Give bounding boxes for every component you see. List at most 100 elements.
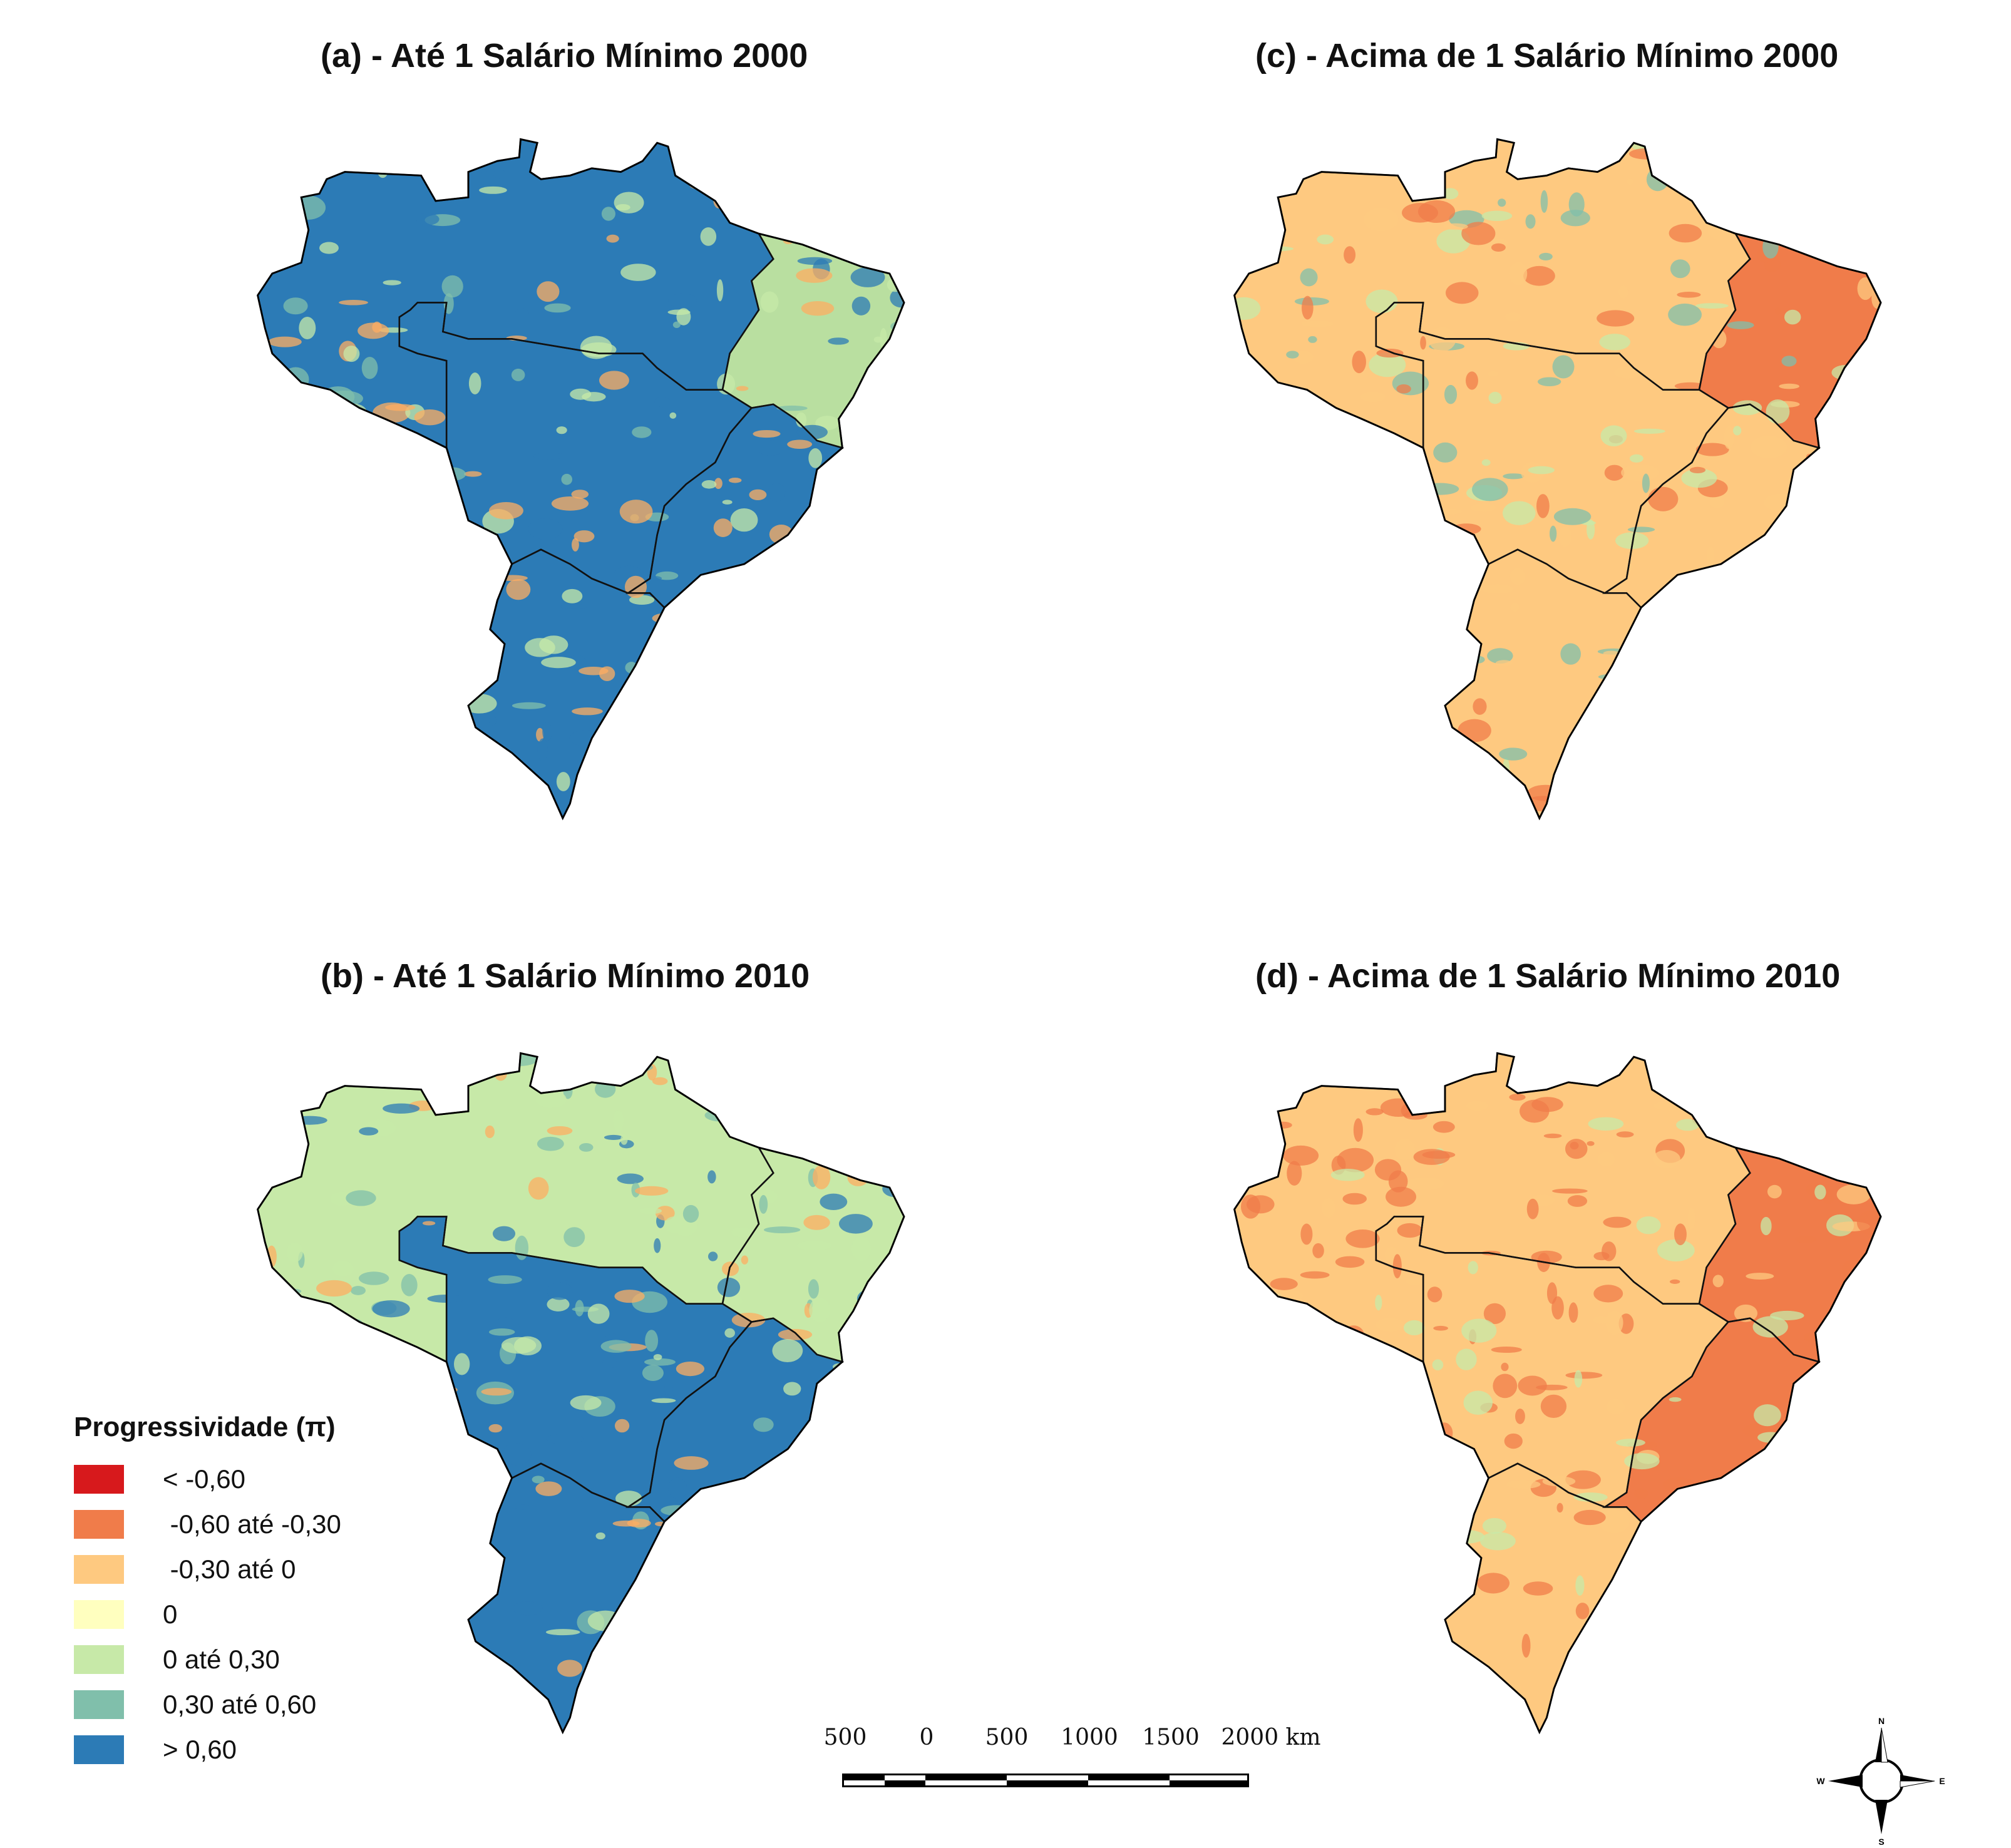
- municipality-patch: [719, 1706, 748, 1717]
- municipality-patch: [785, 801, 821, 806]
- municipality-patch: [1315, 1074, 1331, 1082]
- municipality-patch: [542, 722, 552, 741]
- municipality-patch: [787, 439, 813, 449]
- municipality-patch: [786, 139, 813, 150]
- municipality-patch: [728, 585, 759, 605]
- municipality-patch: [735, 154, 771, 169]
- municipality-patch: [1614, 366, 1642, 379]
- municipality-patch: [445, 493, 458, 507]
- municipality-patch: [1406, 1713, 1423, 1732]
- municipality-patch: [1732, 775, 1768, 788]
- municipality-patch: [283, 779, 304, 793]
- municipality-patch: [1764, 493, 1798, 511]
- municipality-patch: [1689, 466, 1706, 473]
- municipality-patch: [803, 1214, 830, 1230]
- municipality-patch: [1480, 1532, 1516, 1551]
- municipality-patch: [1353, 1118, 1363, 1142]
- municipality-patch: [468, 372, 481, 394]
- municipality-patch: [1756, 196, 1763, 213]
- municipality-patch: [1324, 1608, 1339, 1629]
- municipality-patch: [292, 1116, 327, 1125]
- municipality-patch: [759, 731, 783, 750]
- municipality-patch: [1657, 1239, 1695, 1261]
- municipality-patch: [851, 296, 871, 316]
- municipality-patch: [1275, 460, 1294, 480]
- municipality-patch: [319, 242, 339, 254]
- municipality-patch: [1366, 289, 1398, 314]
- municipality-patch: [493, 169, 506, 179]
- panel-title-c: (c) - Acima de 1 Salário Mínimo 2000: [1255, 37, 1839, 74]
- municipality-patch: [840, 1571, 871, 1587]
- municipality-patch: [896, 1327, 904, 1350]
- municipality-patch: [1531, 1097, 1563, 1112]
- municipality-patch: [1430, 508, 1463, 515]
- municipality-patch: [1705, 1066, 1742, 1077]
- municipality-patch: [1354, 1634, 1362, 1648]
- municipality-patch: [316, 1280, 352, 1297]
- municipality-patch: [657, 1532, 694, 1546]
- scale-label-0: 500: [823, 1725, 867, 1750]
- municipality-patch: [759, 1194, 768, 1214]
- municipality-patch: [1258, 1336, 1294, 1342]
- municipality-patch: [1377, 1602, 1391, 1610]
- municipality-patch: [262, 381, 279, 398]
- municipality-patch: [357, 665, 367, 687]
- municipality-patch: [761, 186, 772, 210]
- municipality-patch: [1831, 140, 1861, 153]
- municipality-patch: [1540, 1394, 1567, 1419]
- municipality-patch: [707, 1705, 742, 1715]
- municipality-patch: [1784, 309, 1801, 325]
- municipality-patch: [1567, 1195, 1588, 1207]
- municipality-patch: [1374, 1436, 1399, 1454]
- country-outline: [257, 1052, 905, 1735]
- municipality-patch: [606, 234, 619, 243]
- municipality-patch: [700, 227, 717, 246]
- municipality-patch: [1444, 384, 1458, 404]
- municipality-patch: [1265, 1593, 1276, 1617]
- municipality-patch: [1849, 657, 1877, 676]
- legend-swatch: [74, 1735, 124, 1764]
- municipality-patch: [728, 1123, 741, 1129]
- municipality-patch: [1435, 1553, 1464, 1569]
- municipality-patch: [855, 1419, 866, 1444]
- panel-title-d: (d) - Acima de 1 Salário Mínimo 2010: [1255, 957, 1841, 995]
- municipality-patch: [1245, 1151, 1259, 1165]
- municipality-patch: [1793, 560, 1818, 585]
- municipality-patch: [595, 1532, 605, 1540]
- municipality-patch: [645, 1330, 659, 1352]
- municipality-patch: [1616, 1131, 1634, 1138]
- municipality-patch: [808, 448, 823, 468]
- map-panel-b: [257, 1052, 905, 1735]
- municipality-patch: [1798, 480, 1814, 500]
- municipality-patch: [1307, 151, 1322, 158]
- municipality-patch: [1393, 496, 1427, 510]
- map-panel-c: [1233, 138, 1882, 821]
- region-north: [257, 139, 774, 448]
- municipality-patch: [425, 606, 453, 631]
- municipality-patch: [579, 1142, 594, 1152]
- municipality-patch: [1855, 1586, 1864, 1603]
- municipality-patch: [783, 1382, 801, 1396]
- region-southeast: [628, 1318, 843, 1522]
- municipality-patch: [545, 1629, 580, 1636]
- municipality-patch: [655, 624, 677, 633]
- municipality-patch: [414, 409, 446, 426]
- municipality-patch: [337, 1351, 368, 1369]
- municipality-patch: [1457, 1664, 1486, 1688]
- municipality-patch: [1316, 635, 1350, 652]
- municipality-patch: [767, 555, 802, 571]
- municipality-patch: [507, 794, 527, 806]
- municipality-patch: [1510, 568, 1526, 585]
- municipality-patch: [757, 440, 784, 456]
- municipality-patch: [1779, 383, 1799, 389]
- municipality-patch: [1344, 652, 1353, 661]
- municipality-patch: [416, 213, 440, 225]
- municipality-patch: [851, 1236, 871, 1261]
- municipality-patch: [1593, 1285, 1623, 1303]
- municipality-patch: [1679, 1644, 1687, 1666]
- municipality-patch: [601, 207, 615, 221]
- municipality-patch: [773, 689, 803, 710]
- municipality-patch: [1320, 1563, 1339, 1577]
- municipality-patch: [613, 1110, 624, 1132]
- municipality-patch: [1339, 429, 1364, 447]
